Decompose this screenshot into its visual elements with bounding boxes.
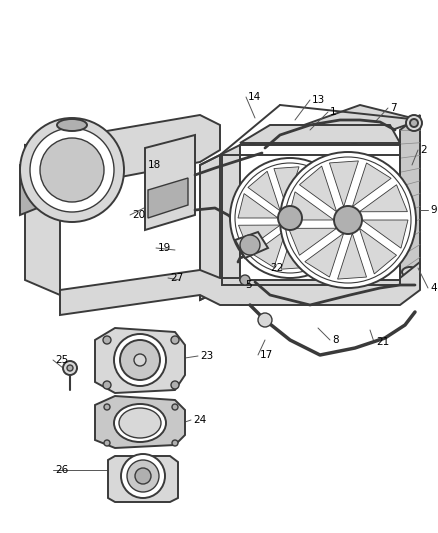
- Polygon shape: [95, 396, 185, 448]
- Polygon shape: [148, 178, 188, 218]
- Circle shape: [103, 336, 111, 344]
- Polygon shape: [253, 229, 286, 268]
- Circle shape: [67, 365, 73, 371]
- Text: 8: 8: [332, 335, 339, 345]
- Polygon shape: [359, 185, 407, 212]
- Circle shape: [127, 460, 159, 492]
- Text: 19: 19: [158, 243, 171, 253]
- Text: 25: 25: [55, 355, 68, 365]
- Circle shape: [103, 381, 111, 389]
- Polygon shape: [274, 167, 299, 207]
- Circle shape: [240, 275, 250, 285]
- Circle shape: [278, 206, 302, 230]
- Ellipse shape: [57, 119, 87, 131]
- Text: 23: 23: [200, 351, 213, 361]
- Text: 4: 4: [430, 283, 437, 293]
- Polygon shape: [248, 171, 280, 211]
- Text: 14: 14: [248, 92, 261, 102]
- Polygon shape: [240, 145, 400, 280]
- Text: 26: 26: [55, 465, 68, 475]
- Text: 17: 17: [260, 350, 273, 360]
- Circle shape: [230, 158, 350, 278]
- Circle shape: [30, 128, 114, 212]
- Polygon shape: [281, 229, 306, 269]
- Polygon shape: [25, 115, 220, 195]
- Polygon shape: [200, 145, 240, 300]
- Text: 20: 20: [132, 210, 145, 220]
- Text: 18: 18: [148, 160, 161, 170]
- Text: 21: 21: [376, 337, 389, 347]
- Text: 7: 7: [390, 103, 397, 113]
- Circle shape: [171, 381, 179, 389]
- Circle shape: [40, 138, 104, 202]
- Polygon shape: [300, 225, 332, 265]
- Polygon shape: [235, 232, 268, 258]
- Circle shape: [120, 340, 160, 380]
- Circle shape: [134, 354, 146, 366]
- Circle shape: [406, 115, 422, 131]
- Polygon shape: [305, 233, 344, 277]
- Polygon shape: [20, 148, 70, 215]
- Text: 24: 24: [193, 415, 206, 425]
- Ellipse shape: [402, 267, 418, 277]
- Polygon shape: [352, 163, 391, 207]
- Text: 5: 5: [245, 280, 251, 290]
- Polygon shape: [60, 262, 420, 315]
- Circle shape: [104, 440, 110, 446]
- Polygon shape: [25, 145, 60, 295]
- Polygon shape: [300, 188, 342, 211]
- Polygon shape: [359, 228, 396, 274]
- Polygon shape: [289, 228, 337, 255]
- Text: 13: 13: [312, 95, 325, 105]
- Text: 27: 27: [170, 273, 183, 283]
- Polygon shape: [362, 220, 408, 248]
- Circle shape: [240, 235, 260, 255]
- Polygon shape: [108, 456, 178, 502]
- Polygon shape: [238, 193, 278, 218]
- Polygon shape: [300, 166, 337, 212]
- Circle shape: [104, 404, 110, 410]
- Circle shape: [172, 404, 178, 410]
- Polygon shape: [288, 192, 334, 220]
- Circle shape: [280, 152, 416, 288]
- Circle shape: [114, 334, 166, 386]
- Polygon shape: [220, 105, 420, 170]
- Circle shape: [171, 336, 179, 344]
- Circle shape: [63, 361, 77, 375]
- Circle shape: [258, 313, 272, 327]
- Polygon shape: [239, 225, 280, 248]
- Text: 1: 1: [330, 107, 337, 117]
- Polygon shape: [329, 161, 358, 207]
- Polygon shape: [400, 120, 420, 290]
- Text: 22: 22: [270, 263, 283, 273]
- Polygon shape: [400, 115, 420, 285]
- Polygon shape: [145, 135, 195, 230]
- Polygon shape: [220, 265, 420, 305]
- Text: 2: 2: [420, 145, 427, 155]
- Circle shape: [121, 454, 165, 498]
- Polygon shape: [240, 125, 400, 143]
- Ellipse shape: [119, 408, 161, 438]
- Text: 9: 9: [430, 205, 437, 215]
- Polygon shape: [338, 233, 367, 279]
- Polygon shape: [302, 218, 342, 243]
- Ellipse shape: [114, 404, 166, 442]
- Circle shape: [135, 468, 151, 484]
- Polygon shape: [95, 328, 185, 393]
- Circle shape: [20, 118, 124, 222]
- Circle shape: [410, 119, 418, 127]
- Circle shape: [334, 206, 362, 234]
- Polygon shape: [294, 168, 328, 207]
- Circle shape: [172, 440, 178, 446]
